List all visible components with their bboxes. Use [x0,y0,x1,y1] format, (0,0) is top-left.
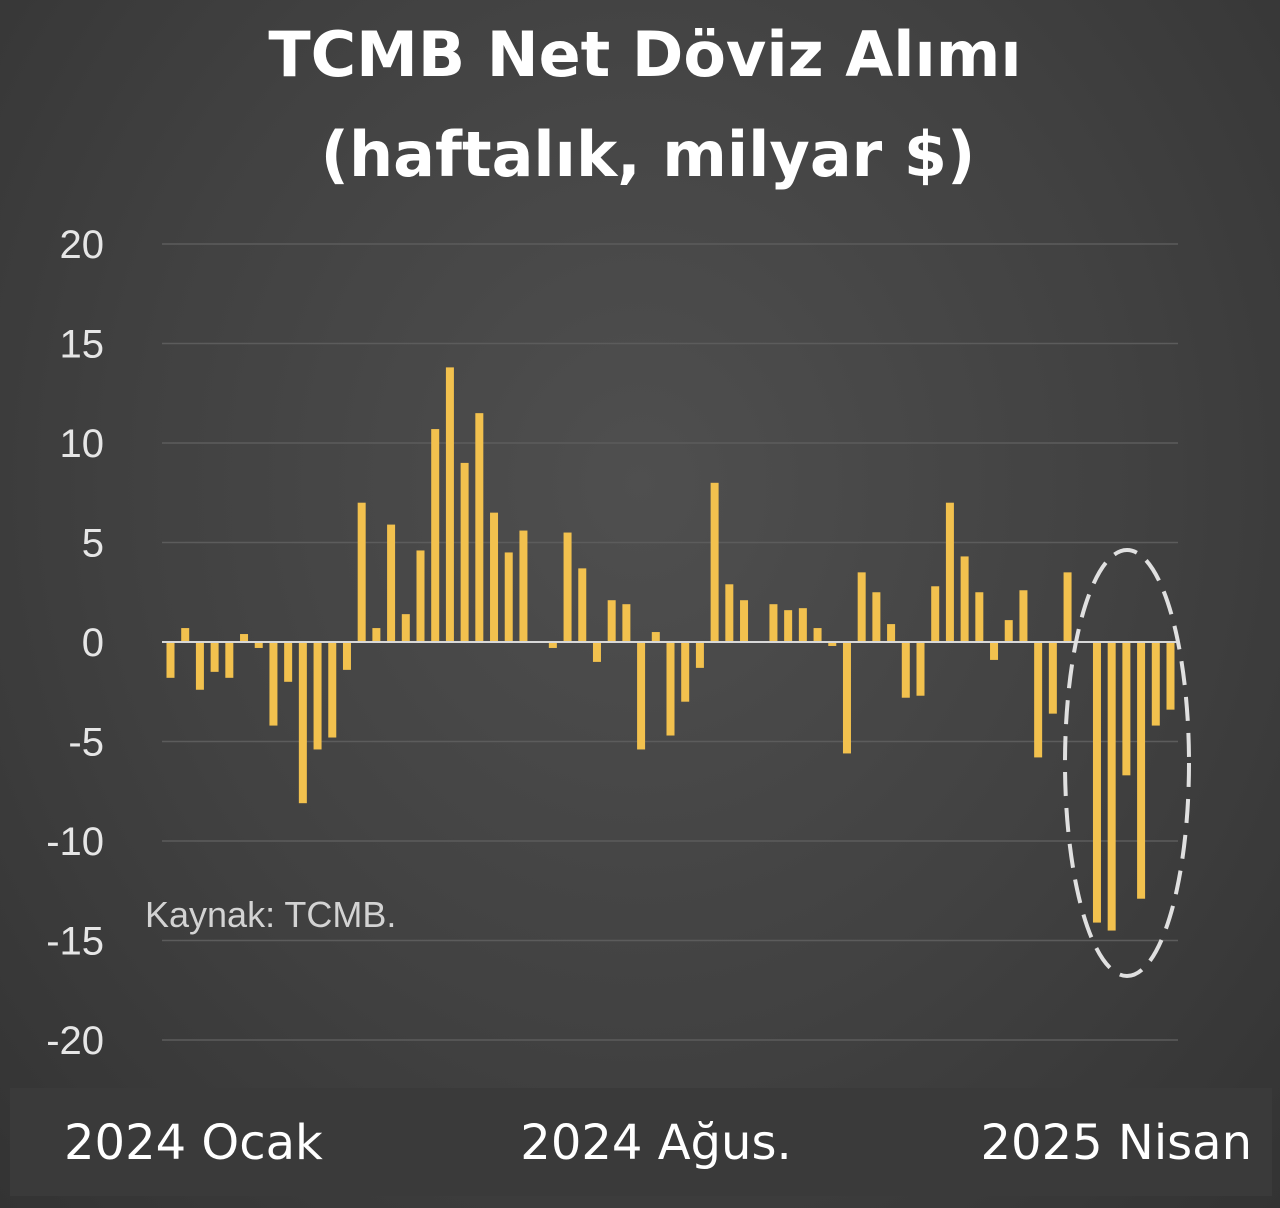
bar [1137,642,1146,899]
bar [195,642,204,690]
bar [1034,642,1043,758]
bar [622,604,631,642]
y-tick-label: 0 [82,621,104,665]
bar [784,610,793,642]
bar [1122,642,1131,776]
bar [725,584,734,642]
bar [1151,642,1160,726]
chart-title: TCMB Net Döviz Alımı [268,18,1021,91]
chart-subtitle: (haftalık, milyar $) [321,118,976,191]
bar [490,512,499,642]
bar [901,642,910,698]
bar [313,642,322,750]
bar [401,614,410,642]
bar [225,642,234,678]
bar [842,642,851,754]
x-axis-strip [10,1088,1272,1196]
x-axis-labels: 2024 Ocak 2024 Ağus. 2025 Nisan [64,1115,1252,1171]
bar [431,429,440,642]
bar [607,600,616,642]
bar [342,642,351,670]
bar [181,628,190,642]
bar [416,550,425,642]
bar [681,642,690,702]
highlight-ellipse [1063,548,1191,978]
bar [357,502,366,642]
y-tick-label: -15 [46,920,104,964]
bar [1107,642,1116,931]
bar [210,642,219,672]
bar [798,608,807,642]
bar [1048,642,1057,714]
x-axis-label: 2025 Nisan [981,1115,1253,1171]
bar [945,502,954,642]
x-axis-label: 2024 Ocak [64,1115,323,1171]
bar [857,572,866,642]
bar [931,586,940,642]
bar [372,628,381,642]
y-tick-labels: 20 15 10 5 0 -5 -10 -15 -20 [46,223,104,1063]
y-tick-label: -20 [46,1019,104,1063]
bar [695,642,704,668]
grid-lines [162,243,1178,1041]
bar [1166,642,1175,710]
bar [740,600,749,642]
bar [813,628,822,642]
bar [445,367,454,642]
bar [1092,642,1101,923]
bar [563,532,572,642]
bar [769,604,778,642]
y-tick-label: 5 [82,522,104,566]
bar [887,624,896,642]
bar [166,642,175,678]
bar [592,642,601,662]
bar [475,413,484,642]
bar [1063,572,1072,642]
bar [872,592,881,642]
bar [519,530,528,642]
bar [651,632,660,642]
x-axis-label: 2024 Ağus. [520,1115,791,1171]
bar [254,642,263,648]
bar [828,642,837,646]
bar [328,642,337,738]
y-tick-label: 15 [60,323,105,367]
bar [666,642,675,736]
bar [1004,620,1013,642]
bar [578,568,587,642]
y-tick-label: 10 [60,422,105,466]
bar [240,634,249,642]
bar [975,592,984,642]
bar [387,524,396,642]
y-tick-label: -5 [68,721,104,765]
bar [710,482,719,642]
y-tick-label: -10 [46,820,104,864]
bar [298,642,307,804]
bar [960,556,969,642]
bar [504,552,513,642]
bar [916,642,925,696]
bar [269,642,278,726]
bar [548,642,557,648]
bars [166,367,1175,931]
source-note: Kaynak: TCMB. [145,894,396,935]
y-tick-label: 20 [60,223,105,267]
bar [990,642,999,660]
bar [460,462,469,642]
bar [637,642,646,750]
bar [284,642,293,682]
bar [1019,590,1028,642]
